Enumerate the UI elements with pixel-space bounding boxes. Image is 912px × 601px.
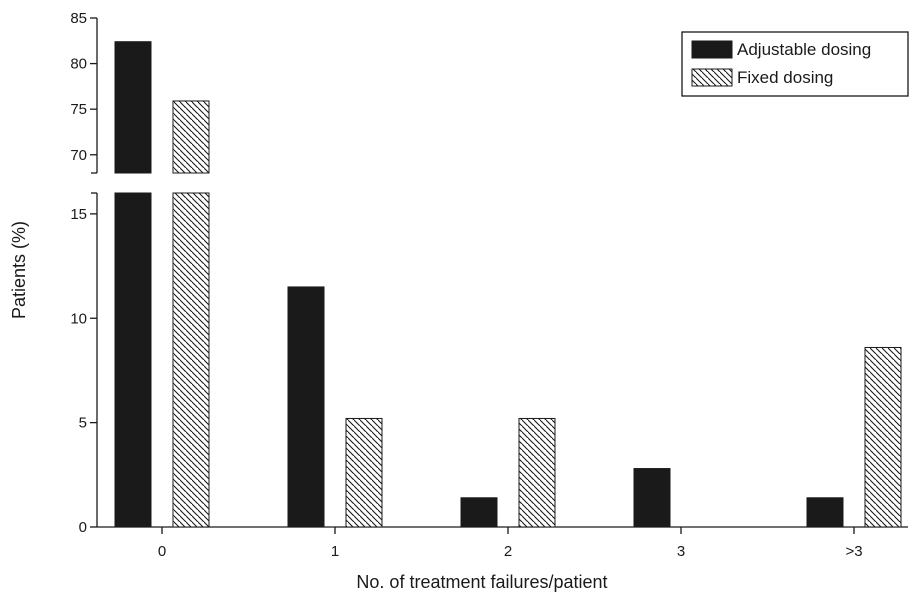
x-tick-label: 2	[504, 543, 512, 560]
x-tick-label: 3	[677, 543, 685, 560]
fixed-bar-1-body	[345, 417, 383, 528]
fixed-bar-2	[518, 417, 556, 528]
adjustable-bar-2-body	[460, 497, 498, 528]
y-tick-label: 70	[70, 147, 87, 164]
fixed-bar-0-lower	[172, 192, 210, 528]
adjustable-bar-4	[806, 497, 844, 528]
x-axis-title: No. of treatment failures/patient	[356, 572, 607, 592]
adjustable-bar-0-lower	[114, 192, 152, 528]
y-tick-label: 5	[79, 415, 87, 432]
fixed-bar-4-body	[864, 346, 902, 528]
x-tick-label: 1	[331, 543, 339, 560]
adjustable-bar-1-body	[287, 286, 325, 528]
fixed-bar-4	[864, 346, 902, 528]
x-tick-label: 0	[158, 543, 166, 560]
fixed-bar-0	[172, 100, 210, 528]
y-tick-label: 80	[70, 56, 87, 73]
fixed-bar-1	[345, 417, 383, 528]
y-axis-title: Patients (%)	[9, 221, 29, 319]
y-tick-label: 85	[70, 10, 87, 27]
y-tick-label: 75	[70, 101, 87, 118]
legend-swatch-adjustable	[691, 40, 733, 59]
plot-area: 0 5 10 15 70 75 80 85 0 1 2 3 >3	[70, 10, 908, 560]
adjustable-bar-0	[114, 41, 152, 528]
y-tick-label: 0	[79, 519, 87, 536]
adjustable-bar-3-body	[633, 468, 671, 528]
legend-label-fixed: Fixed dosing	[737, 68, 833, 87]
legend: Adjustable dosing Fixed dosing	[681, 31, 909, 97]
y-tick-label: 10	[70, 310, 87, 327]
adjustable-bar-4-body	[806, 497, 844, 528]
x-tick-label: >3	[845, 543, 862, 560]
legend-swatch-fixed	[691, 68, 733, 87]
legend-label-adjustable: Adjustable dosing	[737, 40, 871, 59]
adjustable-bar-0-upper	[114, 41, 152, 174]
adjustable-bar-3	[633, 468, 671, 528]
adjustable-bar-1	[287, 286, 325, 528]
y-tick-label: 15	[70, 206, 87, 223]
adjustable-bar-2	[460, 497, 498, 528]
fixed-bar-0-upper	[172, 100, 210, 174]
fixed-bar-2-body	[518, 417, 556, 528]
